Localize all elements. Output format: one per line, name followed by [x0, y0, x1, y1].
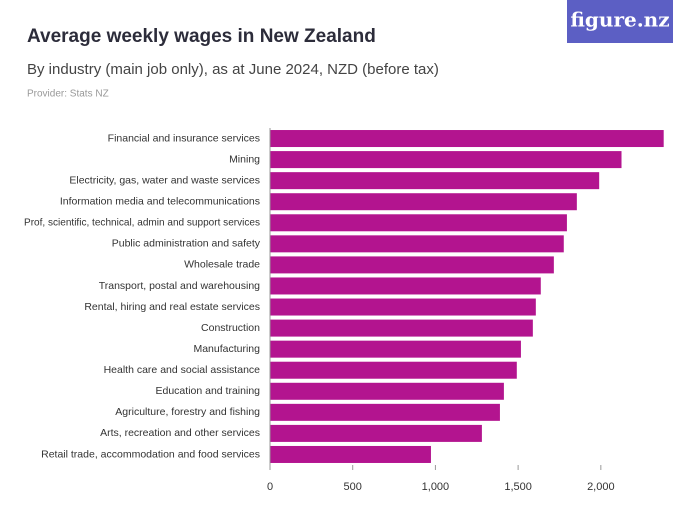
y-tick-label: Health care and social assistance [104, 364, 261, 376]
bar [270, 361, 517, 379]
bar [270, 424, 482, 442]
bar [270, 214, 567, 232]
bar [270, 382, 504, 400]
x-tick-label: 500 [344, 481, 362, 493]
x-tick-label: 1,500 [504, 481, 532, 493]
logo-box [567, 0, 673, 43]
bar [270, 172, 600, 190]
y-tick-label: Public administration and safety [112, 238, 261, 250]
chart-subtitle: By industry (main job only), as at June … [27, 61, 439, 78]
y-tick-label: Construction [201, 322, 260, 334]
y-tick-label: Agriculture, forestry and fishing [115, 406, 260, 418]
y-tick-label: Wholesale trade [184, 259, 260, 271]
y-tick-label: Transport, postal and warehousing [99, 280, 260, 292]
bar [270, 130, 664, 148]
bar [270, 403, 500, 421]
bar [270, 298, 536, 316]
x-tick-label: 2,000 [587, 481, 615, 493]
logo[interactable]: figure.nz [570, 8, 669, 32]
y-tick-label: Electricity, gas, water and waste servic… [69, 174, 260, 186]
y-tick-label: Prof, scientific, technical, admin and s… [24, 217, 260, 229]
y-tick-label: Arts, recreation and other services [100, 427, 260, 439]
y-tick-label: Education and training [156, 385, 261, 397]
bar [270, 256, 554, 274]
provider: Provider: Stats NZ [27, 89, 109, 100]
bar [270, 235, 564, 253]
y-tick-label: Rental, hiring and real estate services [84, 301, 260, 313]
y-tick-label: Retail trade, accommodation and food ser… [41, 448, 260, 460]
x-tick-label: 1,000 [422, 481, 450, 493]
bar [270, 319, 533, 337]
bar [270, 340, 521, 358]
bar [270, 445, 431, 463]
chart-title: Average weekly wages in New Zealand [27, 26, 376, 47]
y-tick-label: Manufacturing [193, 343, 260, 355]
bar [270, 151, 622, 169]
x-tick-label: 0 [267, 481, 273, 493]
y-tick-label: Mining [229, 153, 260, 165]
bar [270, 193, 577, 211]
y-tick-label: Financial and insurance services [108, 132, 260, 144]
bar [270, 277, 541, 295]
y-tick-label: Information media and telecommunications [60, 196, 260, 208]
